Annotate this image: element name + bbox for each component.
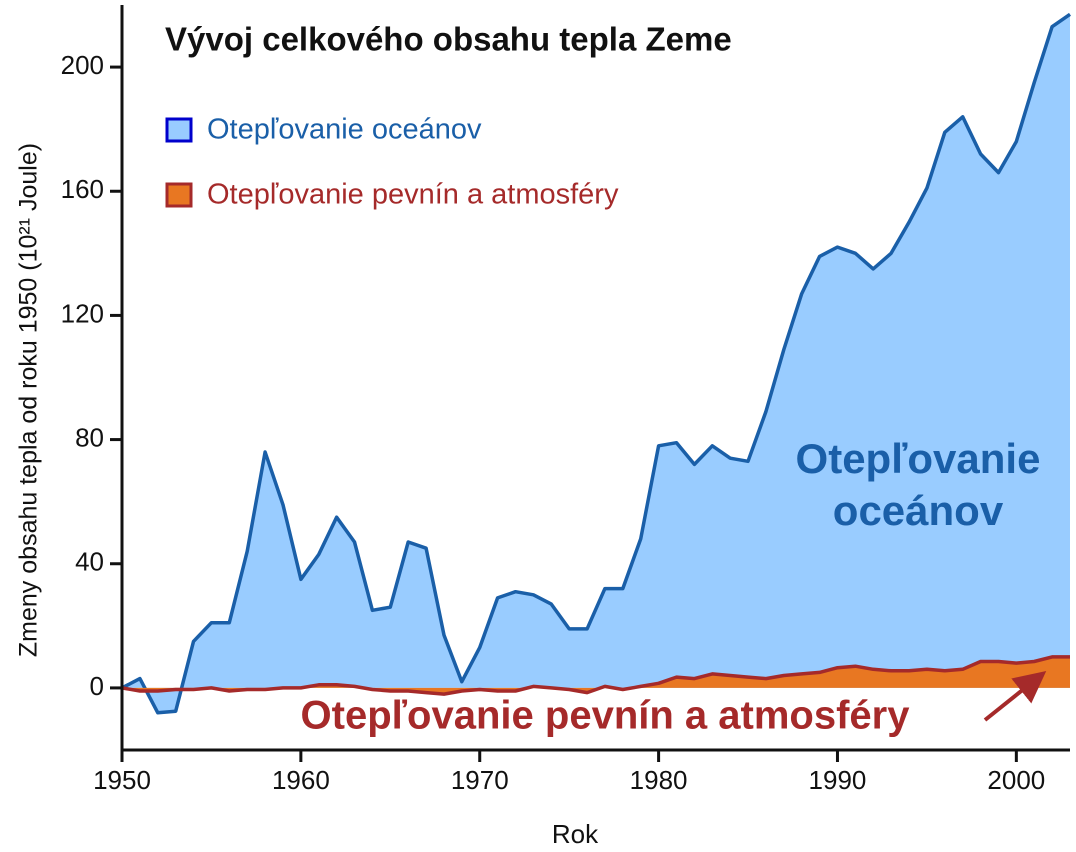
y-tick-label: 0 [90,671,104,701]
annotation: oceánov [833,487,1004,534]
area [122,14,1070,713]
chart-title: Vývoj celkového obsahu tepla Zeme [165,21,732,58]
y-tick-label: 200 [61,50,104,80]
x-tick-label: 1990 [809,765,867,795]
area [122,656,1070,695]
y-tick-label: 40 [75,547,104,577]
legend-label: Otepľovanie pevnín a atmosféry [207,179,619,211]
legend-swatch [165,182,193,208]
x-tick-label: 1950 [93,765,151,795]
legend-label: Otepľovanie oceánov [207,114,482,146]
annotation: Otepľovanie pevnín a atmosféry [301,694,911,738]
y-tick-label: 80 [75,422,104,452]
x-tick-label: 2000 [987,765,1045,795]
x-axis-label: Rok [552,819,599,849]
x-tick-label: 1980 [630,765,688,795]
y-axis-label: Zmeny obsahu tepla od roku 1950 (10²¹ Jo… [15,143,43,657]
line [121,12,1071,715]
y-tick-label: 160 [61,174,104,204]
line [121,655,1070,696]
legend-swatch [165,117,193,143]
annotation: Otepľovanie [796,435,1041,482]
plot-area: 0 40 80 120 160 200 1950 1960 1970 1980 1990 2000 [61,5,1071,795]
x-tick-label: 1960 [272,765,330,795]
annotation-arrow [983,671,1047,722]
x-tick-label: 1970 [451,765,509,795]
y-tick-label: 120 [61,298,104,328]
